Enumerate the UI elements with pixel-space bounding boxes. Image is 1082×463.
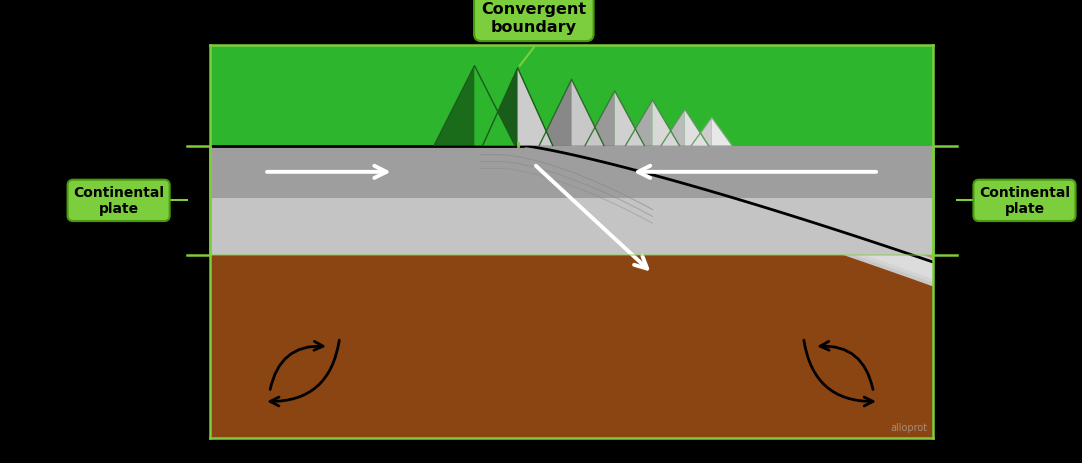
Polygon shape [585,92,615,146]
Polygon shape [210,46,933,146]
Polygon shape [523,199,933,256]
Polygon shape [685,110,709,146]
Polygon shape [210,199,523,256]
Polygon shape [475,67,515,146]
Polygon shape [571,80,604,146]
Text: Continental
plate: Continental plate [74,186,164,216]
Polygon shape [523,146,933,199]
Text: Continental
plate: Continental plate [979,186,1070,216]
Polygon shape [712,118,733,146]
Polygon shape [210,256,933,438]
Polygon shape [210,146,933,199]
Polygon shape [517,69,553,146]
Polygon shape [661,110,685,146]
Polygon shape [652,100,679,146]
Text: alloprot: alloprot [890,422,927,432]
Polygon shape [615,92,645,146]
Polygon shape [210,199,933,256]
Polygon shape [483,69,517,146]
Text: Convergent
boundary: Convergent boundary [481,2,586,35]
Polygon shape [691,118,712,146]
Polygon shape [539,80,571,146]
Polygon shape [210,146,523,199]
Polygon shape [625,100,652,146]
Polygon shape [434,67,475,146]
